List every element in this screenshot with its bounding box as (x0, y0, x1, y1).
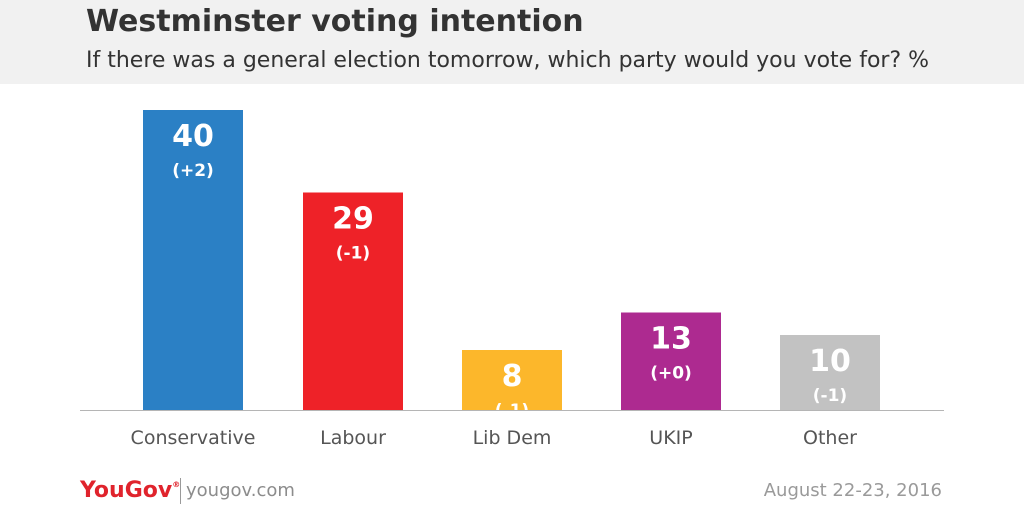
bar-value-label-0: 40 (172, 119, 214, 154)
category-label-2: Lib Dem (473, 427, 552, 449)
bar-2 (462, 350, 562, 410)
bar-value-label-1: 29 (332, 202, 374, 237)
footer-date: August 22-23, 2016 (763, 480, 942, 501)
chart-subtitle: If there was a general election tomorrow… (86, 48, 930, 73)
bar-value-label-4: 10 (809, 344, 851, 379)
logo-text: YouGov (80, 478, 173, 503)
yougov-logo: YouGov® (80, 478, 180, 503)
category-label-1: Labour (320, 427, 386, 449)
bar-change-label-0: (+2) (172, 161, 214, 181)
logo-registered-mark: ® (172, 480, 181, 489)
bar-3 (621, 312, 721, 410)
header-band: Westminster voting intention If there wa… (0, 0, 1024, 84)
bar-1 (303, 192, 403, 410)
bar-4 (780, 335, 880, 410)
footer-divider (180, 478, 181, 504)
bar-change-label-4: (-1) (813, 386, 847, 406)
bar-value-label-3: 13 (650, 322, 692, 357)
category-label-3: UKIP (649, 427, 692, 449)
bar-0 (143, 110, 243, 410)
bar-change-label-3: (+0) (650, 364, 692, 384)
bar-value-label-2: 8 (502, 359, 523, 394)
category-label-4: Other (803, 427, 857, 449)
chart-title: Westminster voting intention (86, 4, 584, 39)
footer-url: yougov.com (186, 480, 295, 501)
category-label-0: Conservative (131, 427, 256, 449)
bar-change-label-1: (-1) (336, 244, 370, 264)
